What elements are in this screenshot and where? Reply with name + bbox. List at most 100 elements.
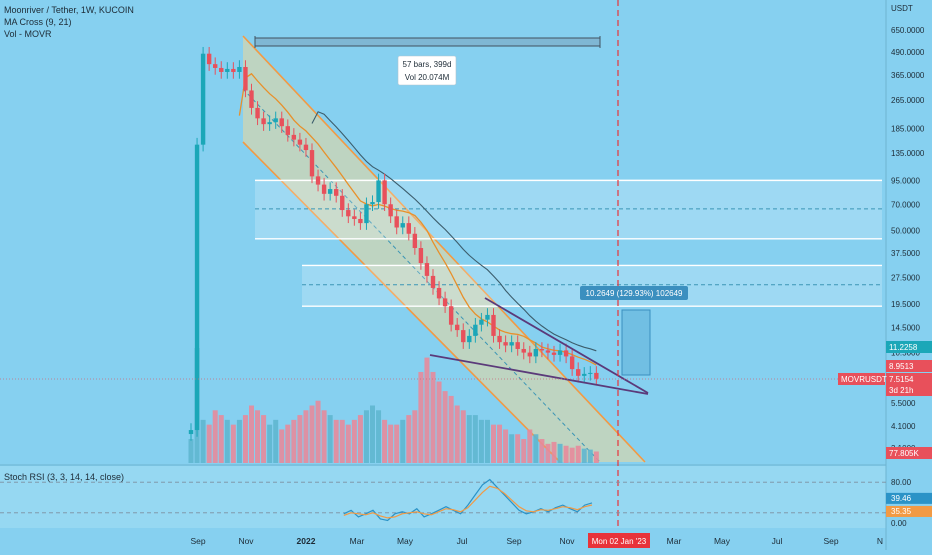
candle-body <box>588 372 593 374</box>
volume-bar <box>515 434 521 463</box>
candle-body <box>219 67 224 72</box>
candle <box>188 423 194 441</box>
price-tick-label: 95.0000 <box>891 176 920 185</box>
ma-slow-price-tag: 8.9513 <box>889 362 914 371</box>
candle-body <box>352 216 357 219</box>
triangle-upper-line <box>484 297 649 394</box>
candle-body <box>340 195 345 211</box>
candle <box>291 128 297 147</box>
candle <box>321 177 327 201</box>
crosshair-date-bg <box>588 533 650 548</box>
candle-body <box>267 122 272 125</box>
volume-bar <box>551 441 557 463</box>
volume-bar <box>454 405 460 463</box>
current-price-tag-bg <box>886 373 932 385</box>
candle-body <box>448 306 454 325</box>
candle-body <box>206 53 212 65</box>
candle-body <box>473 324 478 336</box>
candle <box>225 62 230 79</box>
volume-bar <box>291 419 297 463</box>
candle-body <box>521 348 526 353</box>
current-price-tag: 7.5154 <box>889 375 914 384</box>
time-tick-label: Mar <box>667 536 682 546</box>
candle <box>503 335 508 353</box>
candle <box>406 216 411 241</box>
chart-title: Moonriver / Tether, 1W, KUCOIN <box>4 5 134 15</box>
candle-body <box>557 350 563 355</box>
candle <box>285 119 290 142</box>
volume-bar <box>527 429 533 463</box>
candle <box>279 111 284 133</box>
volume-bar <box>400 419 406 463</box>
rsi-tick-label: 0.00 <box>891 519 907 528</box>
time-tick-label: Sep <box>823 536 838 546</box>
candle <box>297 132 303 152</box>
time-tick-label: May <box>714 536 731 546</box>
candle-body <box>194 144 200 431</box>
candle <box>509 335 514 353</box>
candle-body <box>279 118 284 127</box>
candle <box>467 329 472 349</box>
rsi-k-tag: 39.46 <box>891 494 912 503</box>
price-tick-label: 365.0000 <box>891 71 925 80</box>
candle <box>243 60 248 98</box>
time-tick-label: Nov <box>238 536 254 546</box>
volume-bar <box>460 410 466 463</box>
symbol-tag-bg <box>838 373 885 385</box>
candle <box>267 115 272 131</box>
price-tick-label: 135.0000 <box>891 149 925 158</box>
price-tick-label: 14.5000 <box>891 323 920 332</box>
candle-body <box>394 216 399 228</box>
volume-bar <box>212 410 218 463</box>
candle-body <box>358 218 363 224</box>
candle <box>273 111 278 129</box>
volume-bar <box>424 357 430 463</box>
ma-slow-price-tag-bg <box>886 360 932 372</box>
volume-bar <box>442 391 448 463</box>
volume-bar <box>285 424 291 463</box>
volume-bar <box>569 447 575 463</box>
target-label: 10.2649 (129.93%) 102649 <box>586 289 684 298</box>
candle <box>455 317 460 337</box>
volume-bar <box>224 419 230 463</box>
resistance-zone-upper <box>255 180 882 239</box>
candle <box>418 241 424 270</box>
volume-bar <box>236 419 242 463</box>
candle-body <box>594 372 599 379</box>
candle-body <box>237 66 242 72</box>
candle <box>436 281 442 306</box>
candle-body <box>455 324 460 331</box>
candle-body <box>412 233 418 249</box>
candle-body <box>539 348 545 351</box>
time-tick-label: May <box>397 536 414 546</box>
volume-bar <box>345 424 351 463</box>
candle-body <box>370 202 375 205</box>
candle <box>563 343 569 364</box>
candle <box>194 137 200 437</box>
volume-bar <box>321 410 327 463</box>
candle-body <box>461 330 466 343</box>
price-tick-label: 19.5000 <box>891 300 920 309</box>
candle-body <box>503 342 508 346</box>
candle-body <box>545 350 551 353</box>
time-tick-label: Nov <box>559 536 575 546</box>
stoch-rsi-d-line <box>343 485 593 519</box>
candle-body <box>400 223 405 228</box>
candle <box>352 209 357 226</box>
countdown-tag: 3d 21h <box>889 386 913 395</box>
candle-body <box>364 204 369 224</box>
time-tick-label: Sep <box>190 536 205 546</box>
channel-upper-line <box>242 35 646 463</box>
candle-body <box>442 298 448 307</box>
volume-bar <box>363 410 369 463</box>
volume-bar <box>218 415 224 463</box>
volume-bar <box>351 419 357 463</box>
candle <box>485 308 490 327</box>
volume-bar <box>357 415 363 463</box>
candle <box>497 329 502 349</box>
candle-body <box>485 314 490 320</box>
candle <box>231 62 236 79</box>
volume-bar <box>593 451 599 463</box>
channel-lower-line <box>242 141 561 463</box>
